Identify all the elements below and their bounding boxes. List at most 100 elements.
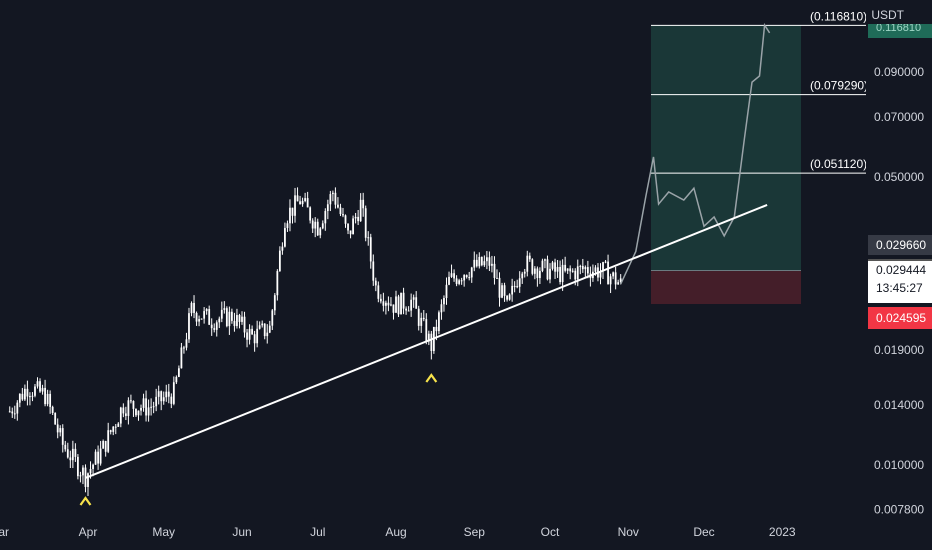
- candle-body: [220, 309, 223, 319]
- candle-body: [41, 387, 44, 392]
- candle-body: [167, 391, 170, 397]
- candle-body: [496, 277, 498, 279]
- candle-body: [278, 250, 281, 272]
- candle-body: [107, 430, 110, 452]
- candle-body: [119, 407, 122, 424]
- candle-body: [273, 295, 276, 311]
- candle-body: [463, 275, 466, 281]
- price-axis[interactable]: 0.090000 0.070000 0.050000 0.019000 0.014000…: [874, 65, 924, 516]
- candle-body: [241, 316, 243, 322]
- candle-body: [390, 304, 392, 306]
- candle-body: [584, 267, 587, 270]
- candle-body: [359, 199, 362, 222]
- candle-body: [243, 316, 246, 333]
- candle-body: [253, 334, 256, 344]
- candle-body: [213, 328, 216, 330]
- candle-body: [157, 391, 160, 397]
- candle-body: [238, 315, 241, 322]
- trendline[interactable]: [85, 204, 768, 479]
- candle-body: [26, 388, 29, 397]
- candle-body: [440, 304, 443, 313]
- pivot-marker-0: [79, 496, 92, 506]
- y-tick-label-5: 0.010000: [874, 458, 924, 472]
- candle-body: [566, 268, 569, 271]
- candle-body: [16, 402, 19, 414]
- candle-body: [430, 333, 433, 352]
- candle-body: [200, 318, 203, 320]
- candle-body: [410, 299, 413, 311]
- candle-body: [427, 333, 430, 342]
- candle-body: [203, 311, 206, 319]
- candle-body: [208, 309, 211, 325]
- candle-body: [314, 221, 317, 229]
- candle-body: [286, 223, 289, 229]
- candle-body: [460, 280, 463, 282]
- candle-body: [501, 285, 503, 298]
- candle-body: [218, 318, 221, 323]
- candle-body: [49, 393, 52, 407]
- candle-body: [402, 292, 405, 309]
- candle-body: [342, 214, 344, 216]
- candle-body: [266, 332, 269, 337]
- candle-body: [382, 301, 385, 306]
- candle-body: [193, 302, 195, 313]
- candle-body: [104, 440, 107, 452]
- candle-body: [36, 381, 39, 387]
- candle-body: [425, 319, 428, 342]
- candle-body: [554, 262, 556, 272]
- candle-body: [349, 230, 352, 235]
- candle-body: [508, 294, 511, 300]
- candle-body: [228, 311, 231, 327]
- candle-body: [352, 218, 354, 235]
- candle-body: [607, 261, 609, 285]
- candle-body: [503, 285, 506, 296]
- candle-countdown: 13:45:27: [876, 281, 923, 295]
- candle-body: [329, 194, 332, 205]
- candle-body: [258, 325, 261, 329]
- time-axis[interactable]: ar Apr May Jun Jul Aug Sep Oct Nov Dec 2023: [0, 525, 796, 539]
- candle-body: [117, 423, 120, 427]
- fib-label-2: (0.051120): [810, 157, 867, 171]
- candle-body: [175, 376, 178, 383]
- candle-body: [39, 381, 41, 392]
- candle-body: [561, 264, 564, 283]
- candle-body: [448, 276, 450, 285]
- candle-body: [602, 262, 604, 272]
- candle-body: [79, 475, 82, 477]
- candle-body: [485, 257, 488, 262]
- candle-body: [172, 382, 175, 404]
- candle-body: [162, 397, 165, 402]
- candle-body: [263, 323, 266, 337]
- y-tick-label-2: 0.050000: [874, 170, 924, 184]
- candle-body: [617, 282, 620, 285]
- candle-body: [528, 255, 531, 260]
- candle-body: [458, 280, 461, 284]
- x-tick-label-4: Jul: [310, 525, 325, 539]
- candle-body: [268, 325, 271, 333]
- candle-body: [289, 207, 291, 224]
- candle-body: [74, 448, 77, 457]
- candle-body: [59, 428, 62, 433]
- candle-body: [453, 273, 455, 279]
- candle-body: [180, 347, 183, 369]
- candle-body: [299, 201, 301, 205]
- candle-body: [109, 430, 112, 432]
- candle-body: [392, 304, 395, 313]
- candle-body: [152, 406, 155, 408]
- candle-body: [326, 204, 329, 212]
- candle-body: [256, 328, 259, 344]
- candle-body: [407, 310, 410, 312]
- candle-body: [443, 298, 445, 305]
- candle-body: [309, 207, 312, 221]
- candle-body: [405, 308, 407, 311]
- support-trendline[interactable]: [85, 204, 768, 479]
- candle-body: [531, 259, 534, 274]
- candle-body: [397, 296, 400, 315]
- candle-body: [64, 444, 67, 450]
- pivot-markers: [79, 373, 438, 506]
- candle-body: [546, 259, 549, 280]
- candle-body: [124, 413, 127, 416]
- candle-body: [438, 312, 440, 332]
- candle-body: [369, 237, 372, 262]
